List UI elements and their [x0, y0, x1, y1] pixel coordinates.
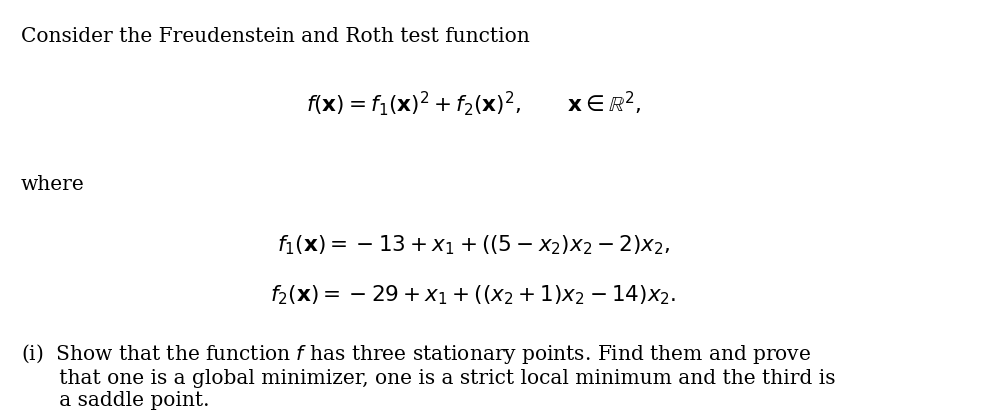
Text: $f_1(\mathbf{x}) = -13 + x_1 + ((5 - x_2)x_2 - 2)x_2,$: $f_1(\mathbf{x}) = -13 + x_1 + ((5 - x_2… — [277, 233, 670, 257]
Text: where: where — [21, 175, 84, 194]
Text: (i)  Show that the function $f$ has three stationary points. Find them and prove: (i) Show that the function $f$ has three… — [21, 342, 836, 410]
Text: Consider the Freudenstein and Roth test function: Consider the Freudenstein and Roth test … — [21, 27, 530, 46]
Text: $f(\mathbf{x}) = f_1(\mathbf{x})^2 + f_2(\mathbf{x})^2, \qquad \mathbf{x} \in \m: $f(\mathbf{x}) = f_1(\mathbf{x})^2 + f_2… — [306, 89, 641, 118]
Text: $f_2(\mathbf{x}) = -29 + x_1 + ((x_2 + 1)x_2 - 14)x_2.$: $f_2(\mathbf{x}) = -29 + x_1 + ((x_2 + 1… — [271, 284, 676, 307]
